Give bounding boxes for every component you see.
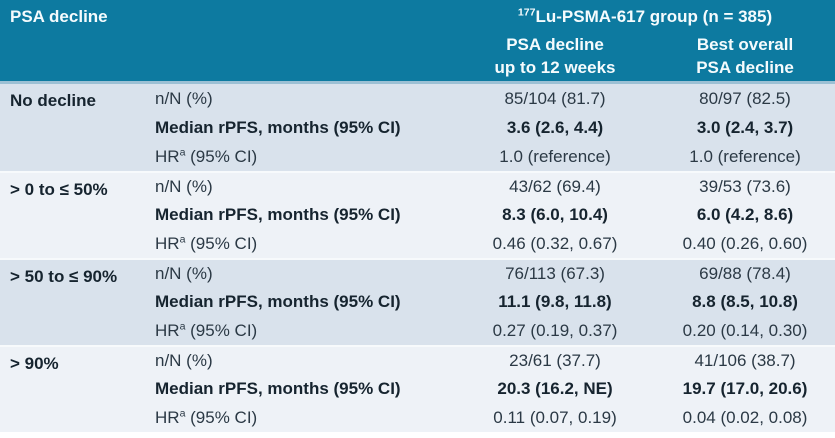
- measure-label: HRa (95% CI): [150, 316, 456, 345]
- value-cell: 8.3 (6.0, 10.4): [455, 200, 656, 229]
- group-over-90: > 90% n/N (%) 23/61 (37.7) 41/106 (38.7)…: [0, 345, 835, 432]
- table-row: HRa (95% CI) 0.27 (0.19, 0.37) 0.20 (0.1…: [0, 316, 835, 345]
- value-cell: 11.1 (9.8, 11.8): [455, 287, 656, 316]
- category-cell: No decline: [0, 84, 150, 171]
- treatment-group-header-cell: 177Lu-PSMA-617 group (n = 385): [455, 0, 835, 30]
- col-header-psa-12wk-line1: PSA decline: [506, 35, 604, 54]
- footnote-superscript: a: [179, 407, 186, 420]
- col-header-best-overall: Best overall PSA decline: [655, 30, 835, 84]
- footnote-superscript: a: [179, 233, 186, 246]
- value-cell: 19.7 (17.0, 20.6): [655, 374, 835, 403]
- hr-label: HR: [155, 321, 180, 340]
- value-cell: 20.3 (16.2, NE): [455, 374, 656, 403]
- hr-label-suffix: (95% CI): [185, 321, 258, 340]
- value-cell: 41/106 (38.7): [655, 345, 835, 374]
- value-cell: 0.04 (0.02, 0.08): [655, 403, 835, 432]
- hr-label-suffix: (95% CI): [185, 408, 258, 427]
- table-row: Median rPFS, months (95% CI) 11.1 (9.8, …: [0, 287, 835, 316]
- table-row: Median rPFS, months (95% CI) 20.3 (16.2,…: [0, 374, 835, 403]
- hr-label-suffix: (95% CI): [185, 234, 258, 253]
- value-cell: 69/88 (78.4): [655, 258, 835, 287]
- value-cell: 0.27 (0.19, 0.37): [455, 316, 656, 345]
- value-cell: 8.8 (8.5, 10.8): [655, 287, 835, 316]
- footnote-superscript: a: [179, 320, 186, 333]
- treatment-group-title: Lu-PSMA-617 group (n = 385): [535, 7, 773, 26]
- group-50-to-90: > 50 to ≤ 90% n/N (%) 76/113 (67.3) 69/8…: [0, 258, 835, 345]
- value-cell: 6.0 (4.2, 8.6): [655, 200, 835, 229]
- value-cell: 0.11 (0.07, 0.19): [455, 403, 656, 432]
- value-cell: 0.20 (0.14, 0.30): [655, 316, 835, 345]
- measure-label: HRa (95% CI): [150, 142, 456, 171]
- measure-label: n/N (%): [150, 84, 456, 113]
- value-cell: 80/97 (82.5): [655, 84, 835, 113]
- measure-label: n/N (%): [150, 345, 456, 374]
- group-no-decline: No decline n/N (%) 85/104 (81.7) 80/97 (…: [0, 84, 835, 171]
- value-cell: 76/113 (67.3): [455, 258, 656, 287]
- col-header-best-overall-line1: Best overall: [696, 35, 794, 54]
- table-row: > 0 to ≤ 50% n/N (%) 43/62 (69.4) 39/53 …: [0, 171, 835, 258]
- value-cell: 1.0 (reference): [655, 142, 835, 171]
- category-cell: > 50 to ≤ 90%: [0, 258, 150, 345]
- hr-label: HR: [155, 408, 180, 427]
- table-row: HRa (95% CI) 0.46 (0.32, 0.67) 0.40 (0.2…: [0, 229, 835, 258]
- value-cell: 1.0 (reference): [455, 142, 656, 171]
- hr-label-suffix: (95% CI): [185, 147, 258, 166]
- header-row-group: PSA decline 177Lu-PSMA-617 group (n = 38…: [0, 0, 835, 84]
- table-row: > 90% n/N (%) 23/61 (37.7) 41/106 (38.7): [0, 345, 835, 432]
- category-cell: > 90%: [0, 345, 150, 432]
- table-row: > 50 to ≤ 90% n/N (%) 76/113 (67.3) 69/8…: [0, 258, 835, 345]
- group-0-to-50: > 0 to ≤ 50% n/N (%) 43/62 (69.4) 39/53 …: [0, 171, 835, 258]
- measure-label: Median rPFS, months (95% CI): [150, 113, 456, 142]
- table-row: Median rPFS, months (95% CI) 8.3 (6.0, 1…: [0, 200, 835, 229]
- value-cell: 0.46 (0.32, 0.67): [455, 229, 656, 258]
- psa-decline-header-cell: PSA decline: [0, 0, 456, 84]
- hr-label: HR: [155, 234, 180, 253]
- col-header-psa-12wk: PSA decline up to 12 weeks: [455, 30, 656, 84]
- value-cell: 85/104 (81.7): [455, 84, 656, 113]
- col-header-psa-12wk-line2: up to 12 weeks: [494, 58, 616, 77]
- value-cell: 3.0 (2.4, 3.7): [655, 113, 835, 142]
- measure-label: Median rPFS, months (95% CI): [150, 374, 456, 403]
- value-cell: 0.40 (0.26, 0.60): [655, 229, 835, 258]
- table-row: Median rPFS, months (95% CI) 3.6 (2.6, 4…: [0, 113, 835, 142]
- col-header-best-overall-line2: PSA decline: [696, 58, 794, 77]
- footnote-superscript: a: [179, 146, 186, 159]
- measure-label: HRa (95% CI): [150, 229, 456, 258]
- value-cell: 39/53 (73.6): [655, 171, 835, 200]
- value-cell: 23/61 (37.7): [455, 345, 656, 374]
- table-row: HRa (95% CI) 1.0 (reference) 1.0 (refere…: [0, 142, 835, 171]
- value-cell: 3.6 (2.6, 4.4): [455, 113, 656, 142]
- hr-label: HR: [155, 147, 180, 166]
- measure-label: Median rPFS, months (95% CI): [150, 287, 456, 316]
- table-row: HRa (95% CI) 0.11 (0.07, 0.19) 0.04 (0.0…: [0, 403, 835, 432]
- measure-label: Median rPFS, months (95% CI): [150, 200, 456, 229]
- value-cell: 43/62 (69.4): [455, 171, 656, 200]
- category-cell: > 0 to ≤ 50%: [0, 171, 150, 258]
- header-row-columns: PSA decline up to 12 weeks Best overall …: [0, 30, 835, 84]
- measure-label: HRa (95% CI): [150, 403, 456, 432]
- measure-label: n/N (%): [150, 171, 456, 200]
- psa-decline-header-label: PSA decline: [10, 7, 108, 26]
- isotope-superscript: 177: [517, 6, 536, 19]
- table-row: No decline n/N (%) 85/104 (81.7) 80/97 (…: [0, 84, 835, 171]
- table-header: PSA decline 177Lu-PSMA-617 group (n = 38…: [0, 0, 835, 84]
- measure-label: n/N (%): [150, 258, 456, 287]
